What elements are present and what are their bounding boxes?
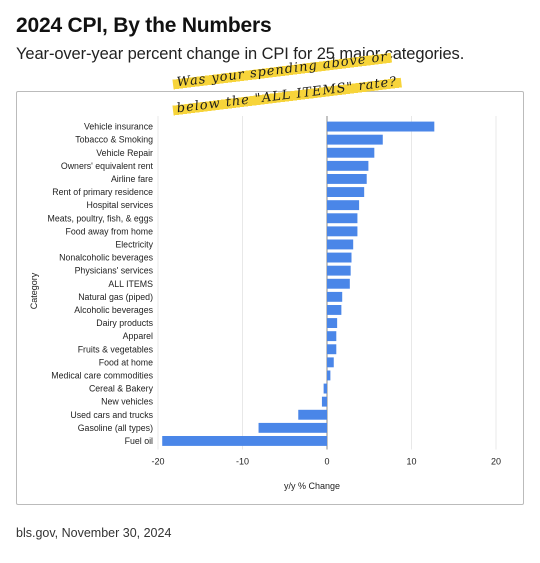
bar [323,383,327,394]
category-label: New vehicles [101,397,153,407]
x-tick-label: -10 [236,457,249,467]
bar [327,147,375,158]
category-label: Electricity [115,239,153,249]
category-label: Airline fare [111,174,153,184]
bar [327,174,367,184]
bar [321,396,327,407]
category-label: ALL ITEMS [108,279,153,289]
category-label: Hospital services [87,200,154,210]
category-label: Nonalcoholic beverages [59,253,153,263]
bar [327,357,334,368]
chart-panel: Vehicle insurance Tobacco & Smoking Vehicl… [16,91,524,505]
bar [327,370,331,381]
category-label: Apparel [123,331,153,341]
x-tick-label: 10 [406,457,416,467]
category-label: Fuel oil [125,436,153,446]
bar [162,436,327,446]
bar-chart: Vehicle insurance Tobacco & Smoking Vehicl… [29,116,501,491]
x-axis-label: y/y % Change [284,481,340,491]
category-label: Cereal & Bakery [89,384,154,394]
category-label: Physicians' services [75,266,154,276]
category-label: Vehicle insurance [84,122,153,132]
y-axis-label: Category [29,272,39,309]
page-subtitle: Year-over-year percent change in CPI for… [16,45,465,63]
bar [327,252,352,263]
category-label: Medical care commodities [51,370,153,380]
category-label: Natural gas (piped) [78,292,153,302]
x-tick-label: -20 [151,457,164,467]
source-note: bls.gov, November 30, 2024 [16,526,172,540]
bar [327,305,342,315]
bar [298,409,327,420]
category-label: Food at home [99,357,153,367]
category-label: Owners' equivalent rent [61,161,154,171]
category-label: Rent of primary residence [52,187,153,197]
bar [327,160,369,171]
category-label: Gasoline (all types) [78,423,153,433]
category-label: Dairy products [96,318,153,328]
x-tick-label: 20 [491,457,501,467]
bar [327,265,351,276]
bar [327,213,358,224]
bar [327,239,354,250]
bar [327,200,360,211]
category-label: Food away from home [65,226,153,236]
bar [258,422,327,433]
category-label: Vehicle Repair [96,148,153,158]
category-label: Alcoholic beverages [74,305,153,315]
bar [327,278,350,289]
category-label: Used cars and trucks [70,410,153,420]
category-label: Meats, poultry, fish, & eggs [48,213,154,223]
bar [327,226,358,237]
category-label: Tobacco & Smoking [75,135,153,145]
category-label: Fruits & vegetables [78,344,154,354]
x-tick-label: 0 [324,457,329,467]
bar [327,318,338,328]
bar [327,291,343,302]
bar [327,187,365,197]
bar [327,121,435,132]
bar [327,134,383,145]
bar [327,344,337,355]
bar [327,331,337,342]
page-title: 2024 CPI, By the Numbers [16,14,272,37]
